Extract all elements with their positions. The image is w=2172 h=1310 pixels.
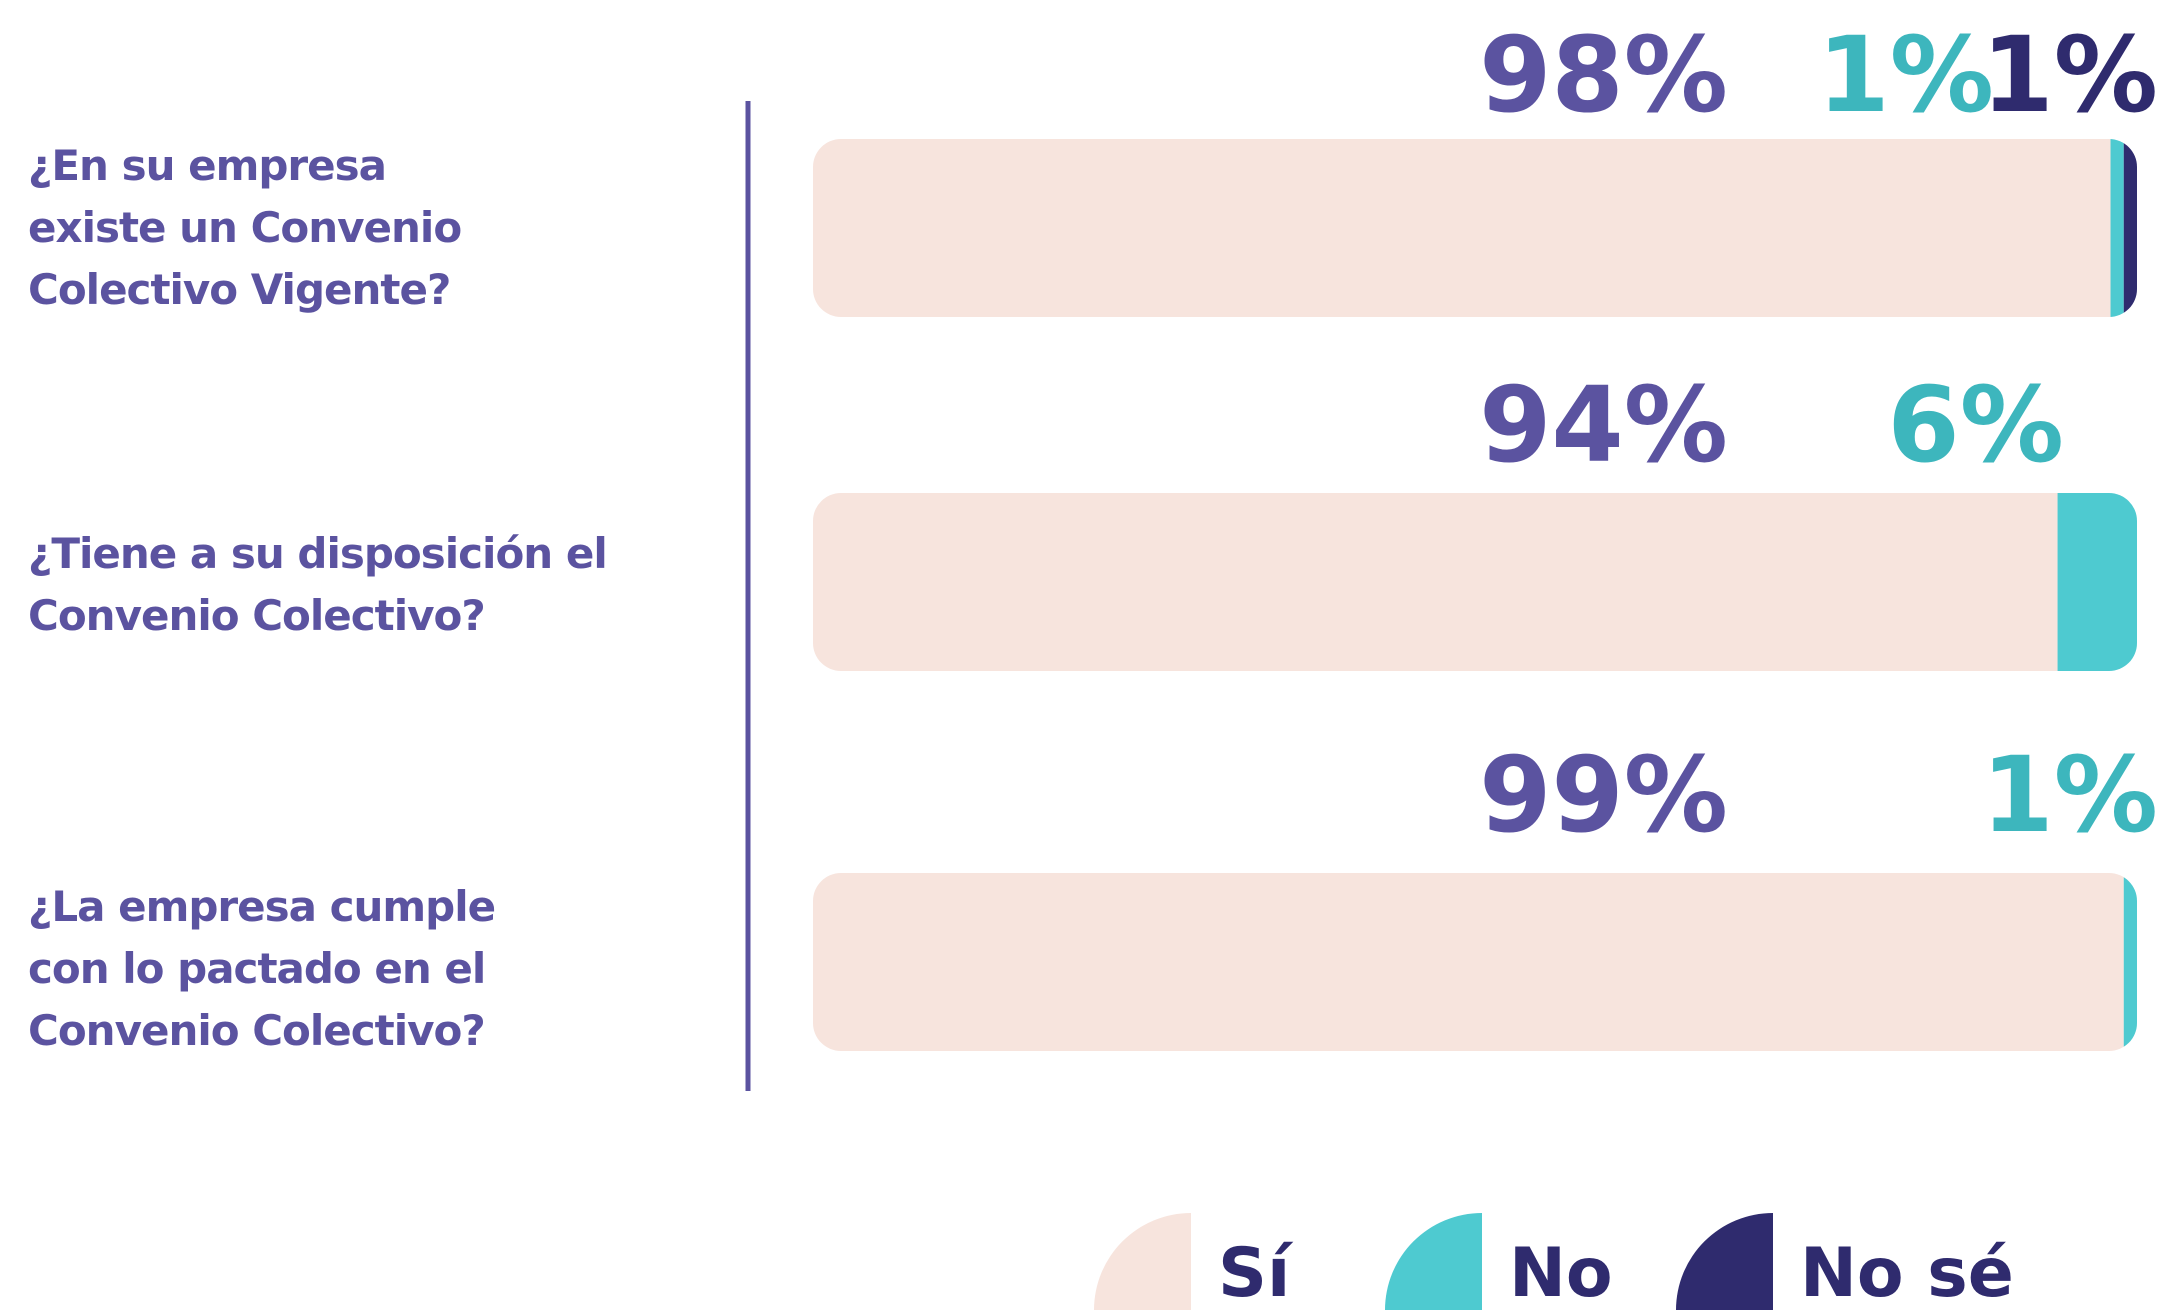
bar-segment xyxy=(813,493,2058,671)
bar-segment xyxy=(2123,139,2137,317)
legend-swatch xyxy=(1094,1213,1191,1310)
bar-row xyxy=(813,493,2137,671)
legend-label: No xyxy=(1509,1234,1613,1310)
legend-label: No sé xyxy=(1800,1234,2014,1310)
bar-segment xyxy=(813,139,2111,317)
value-label: 98% xyxy=(1479,14,1728,136)
legend-label: Sí xyxy=(1218,1234,1294,1310)
legend-swatch xyxy=(1676,1213,1773,1310)
value-label: 94% xyxy=(1479,364,1728,486)
bar-segment xyxy=(2123,873,2137,1051)
bar-segment xyxy=(2110,139,2124,317)
bar-segment xyxy=(2057,493,2137,671)
bar-row xyxy=(813,873,2137,1051)
legend-swatch xyxy=(1385,1213,1482,1310)
value-label: 99% xyxy=(1479,734,1728,856)
bar-segment xyxy=(813,873,2124,1051)
value-label: 1% xyxy=(1817,14,1994,136)
question: ¿En su empresa existe un Convenio Colect… xyxy=(28,141,462,314)
bar-row xyxy=(813,139,2137,317)
question: ¿Tiene a su disposición el Convenio Cole… xyxy=(28,529,608,640)
value-label: 1% xyxy=(1981,734,2158,856)
value-label: 6% xyxy=(1887,364,2064,486)
question: ¿La empresa cumple con lo pactado en el … xyxy=(28,882,496,1055)
value-label: 1% xyxy=(1981,14,2158,136)
